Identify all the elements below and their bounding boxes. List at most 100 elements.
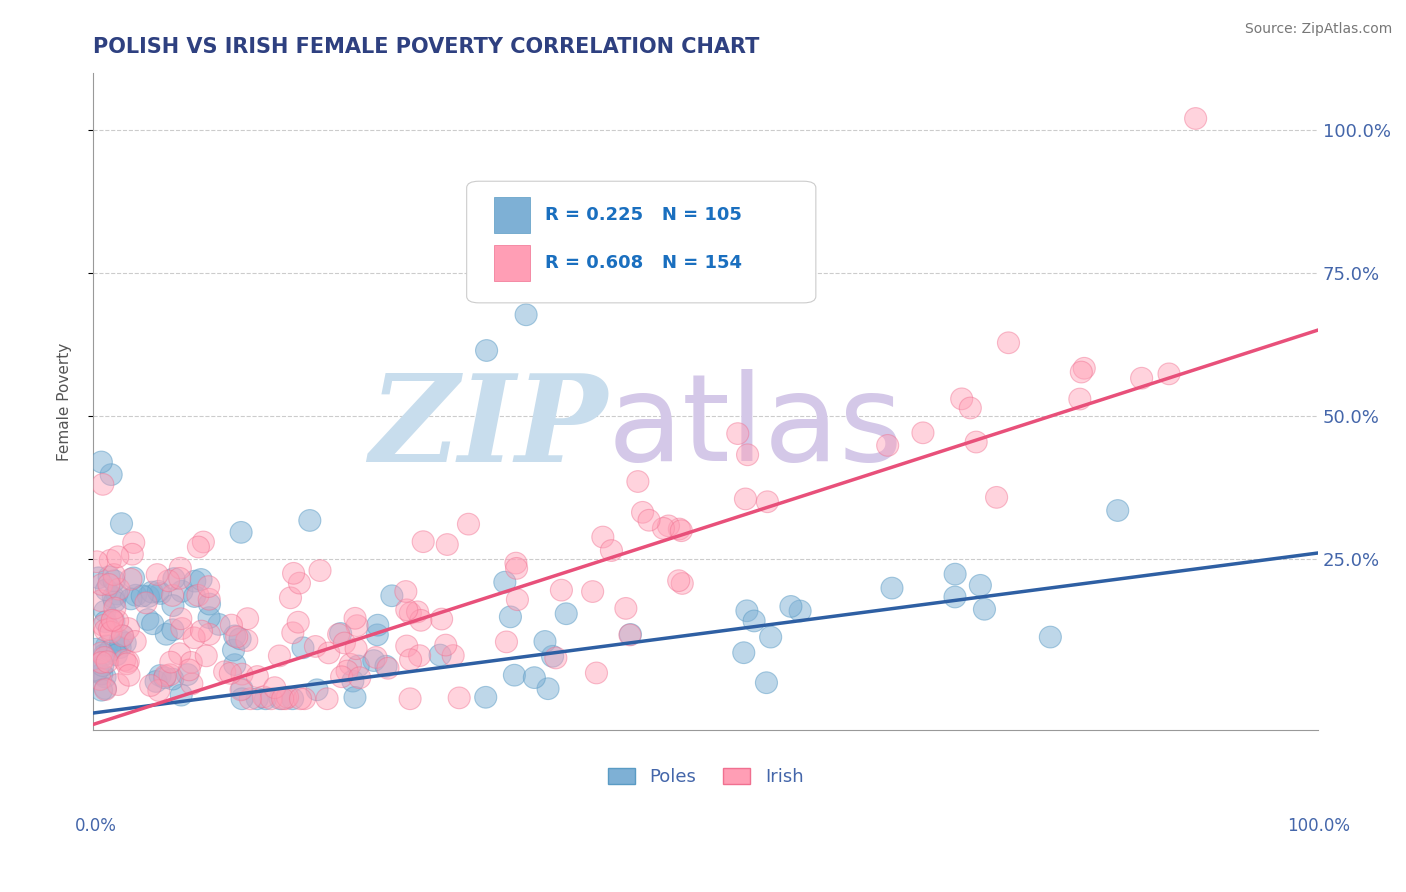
Ellipse shape <box>409 609 432 632</box>
Ellipse shape <box>246 688 269 710</box>
Ellipse shape <box>367 624 388 646</box>
Ellipse shape <box>307 679 328 700</box>
Ellipse shape <box>585 662 607 684</box>
Ellipse shape <box>269 688 291 710</box>
Ellipse shape <box>118 665 141 686</box>
Ellipse shape <box>346 615 368 637</box>
Ellipse shape <box>756 491 779 513</box>
Ellipse shape <box>145 671 167 692</box>
Ellipse shape <box>541 646 564 667</box>
Ellipse shape <box>789 600 811 622</box>
Legend: Poles, Irish: Poles, Irish <box>600 761 811 794</box>
Text: POLISH VS IRISH FEMALE POVERTY CORRELATION CHART: POLISH VS IRISH FEMALE POVERTY CORRELATI… <box>93 37 759 57</box>
Ellipse shape <box>187 536 209 558</box>
Ellipse shape <box>159 664 181 686</box>
Ellipse shape <box>449 687 470 709</box>
Ellipse shape <box>441 645 464 666</box>
Ellipse shape <box>91 474 114 495</box>
Ellipse shape <box>89 669 111 690</box>
Y-axis label: Female Poverty: Female Poverty <box>58 343 72 460</box>
Ellipse shape <box>107 546 129 567</box>
Ellipse shape <box>780 596 801 617</box>
Ellipse shape <box>959 397 981 419</box>
Ellipse shape <box>377 657 399 679</box>
Ellipse shape <box>347 655 370 677</box>
Ellipse shape <box>236 607 259 630</box>
Ellipse shape <box>395 599 418 621</box>
Ellipse shape <box>744 610 765 632</box>
Text: atlas: atlas <box>607 369 903 486</box>
Ellipse shape <box>367 615 389 636</box>
Ellipse shape <box>141 582 163 603</box>
Ellipse shape <box>627 471 650 492</box>
Ellipse shape <box>117 650 139 673</box>
Ellipse shape <box>124 631 146 652</box>
Text: Source: ZipAtlas.com: Source: ZipAtlas.com <box>1244 22 1392 37</box>
Ellipse shape <box>193 531 214 553</box>
Ellipse shape <box>94 666 117 688</box>
Ellipse shape <box>305 636 326 657</box>
Ellipse shape <box>495 631 517 653</box>
Ellipse shape <box>107 610 129 632</box>
Ellipse shape <box>277 686 298 708</box>
Ellipse shape <box>111 513 132 534</box>
Ellipse shape <box>98 574 120 595</box>
Ellipse shape <box>90 451 112 473</box>
Ellipse shape <box>96 635 118 657</box>
Ellipse shape <box>582 581 603 602</box>
Ellipse shape <box>221 615 242 636</box>
Ellipse shape <box>759 626 782 648</box>
Ellipse shape <box>986 486 1008 508</box>
Ellipse shape <box>515 304 537 326</box>
Ellipse shape <box>652 517 675 539</box>
Ellipse shape <box>737 444 759 466</box>
Ellipse shape <box>734 488 756 510</box>
Ellipse shape <box>399 648 422 671</box>
Ellipse shape <box>950 388 973 409</box>
Ellipse shape <box>239 688 262 710</box>
Ellipse shape <box>170 684 193 706</box>
Ellipse shape <box>253 686 274 707</box>
Ellipse shape <box>107 673 129 696</box>
Ellipse shape <box>281 622 304 644</box>
Ellipse shape <box>733 642 755 664</box>
Ellipse shape <box>224 654 246 675</box>
Ellipse shape <box>544 647 567 669</box>
Ellipse shape <box>671 573 693 594</box>
Ellipse shape <box>430 608 453 630</box>
Ellipse shape <box>1070 361 1092 383</box>
Ellipse shape <box>86 659 108 681</box>
Ellipse shape <box>494 572 516 593</box>
Ellipse shape <box>943 563 966 585</box>
Ellipse shape <box>292 637 314 658</box>
Ellipse shape <box>172 617 193 640</box>
Ellipse shape <box>169 567 191 590</box>
Ellipse shape <box>399 688 422 710</box>
Ellipse shape <box>93 615 114 636</box>
Ellipse shape <box>523 667 546 689</box>
Ellipse shape <box>363 649 385 672</box>
Ellipse shape <box>148 581 169 602</box>
Ellipse shape <box>94 678 117 699</box>
Ellipse shape <box>600 540 623 561</box>
Ellipse shape <box>668 518 690 540</box>
Ellipse shape <box>104 598 127 619</box>
Ellipse shape <box>912 422 934 443</box>
Ellipse shape <box>184 586 205 607</box>
Ellipse shape <box>110 637 131 658</box>
Ellipse shape <box>117 617 139 640</box>
Ellipse shape <box>136 608 159 631</box>
Ellipse shape <box>198 607 221 629</box>
Ellipse shape <box>671 520 692 541</box>
Ellipse shape <box>735 600 758 622</box>
Ellipse shape <box>1159 363 1180 384</box>
Ellipse shape <box>412 531 434 552</box>
Ellipse shape <box>943 586 966 607</box>
Ellipse shape <box>103 564 125 585</box>
Ellipse shape <box>1039 626 1062 648</box>
Ellipse shape <box>555 603 578 624</box>
Text: R = 0.225   N = 105: R = 0.225 N = 105 <box>546 206 742 225</box>
Ellipse shape <box>87 567 110 589</box>
Ellipse shape <box>344 687 366 708</box>
Text: R = 0.608   N = 154: R = 0.608 N = 154 <box>546 254 742 272</box>
